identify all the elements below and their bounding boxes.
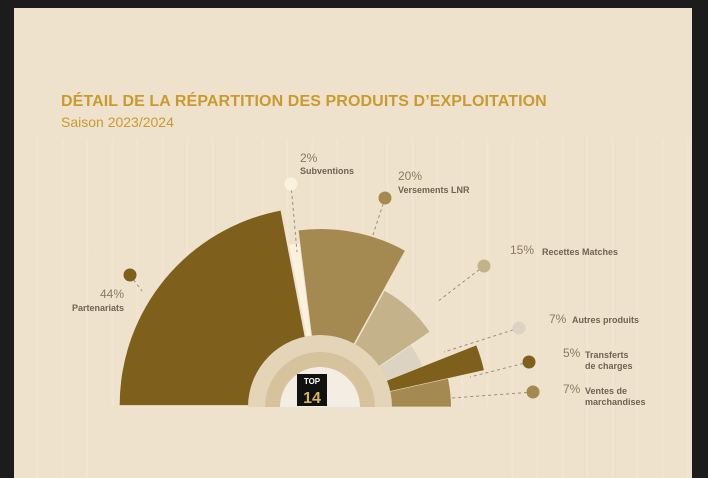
data-label-transferts-de-charges: 5%: [563, 346, 581, 360]
data-label-versements-lnr: 20%: [398, 169, 422, 183]
leader-line-autres-produits: [443, 327, 520, 353]
category-label-line: de charges: [585, 361, 633, 371]
top14-logo: TOP 14: [297, 374, 327, 407]
category-label-ventes-de-marchandises: Ventes de marchandises: [585, 386, 646, 407]
category-label-partenariats: Partenariats: [72, 303, 124, 313]
pie-slice-partenariats: [119, 210, 318, 406]
category-label-subventions: Subventions: [300, 166, 354, 176]
data-label-partenariats: 44%: [100, 287, 124, 301]
chart-title: DÉTAIL DE LA RÉPARTITION DES PRODUITS D’…: [61, 93, 547, 110]
category-label-line: marchandises: [585, 397, 646, 407]
hub-cover: [100, 407, 500, 478]
logo-text-bottom: 14: [303, 390, 321, 407]
category-label-recettes-matches: Recettes Matches: [542, 247, 618, 257]
logo-badge: [297, 374, 327, 406]
category-label-autres-produits: Autres produits: [572, 315, 639, 325]
data-label-autres-produits: 7%: [549, 312, 567, 326]
data-label-ventes-de-marchandises: 7%: [563, 382, 581, 396]
leader-line-transferts-de-charges: [469, 361, 530, 378]
category-label-versements-lnr: Versements LNR: [398, 185, 470, 195]
slice-callouts: 44% Partenariats 2%Subventions 20% Versement…: [72, 151, 646, 407]
leader-line-versements-lnr: [371, 197, 386, 239]
category-label-line: Transferts: [585, 350, 629, 360]
data-label-subventions: 2%: [300, 151, 318, 165]
data-label-recettes-matches: 15%: [510, 243, 534, 257]
legend-dot-versements-lnr: [378, 191, 392, 205]
leader-line-ventes-de-marchandises: [451, 391, 534, 399]
legend-dot-recettes-matches: [477, 259, 491, 273]
category-label-line: Recettes Matches: [542, 247, 618, 257]
category-label-line: Autres produits: [572, 315, 639, 325]
category-label-line: Partenariats: [72, 303, 124, 313]
leader-line-recettes-matches: [436, 265, 485, 303]
category-label-transferts-de-charges: Transferts de charges: [585, 350, 633, 371]
legend-dot-ventes-de-marchandises: [526, 385, 540, 399]
chart-subtitle: Saison 2023/2024: [61, 114, 174, 130]
category-label-line: Ventes de: [585, 386, 627, 396]
legend-dot-transferts-de-charges: [522, 355, 536, 369]
category-label-line: Subventions: [300, 166, 354, 176]
logo-text-top: TOP: [304, 377, 321, 386]
legend-dot-subventions: [284, 177, 298, 191]
category-label-line: Versements LNR: [398, 185, 470, 195]
legend-dot-partenariats: [123, 268, 137, 282]
legend-dot-autres-produits: [512, 321, 526, 335]
leader-line-subventions: [290, 183, 298, 253]
